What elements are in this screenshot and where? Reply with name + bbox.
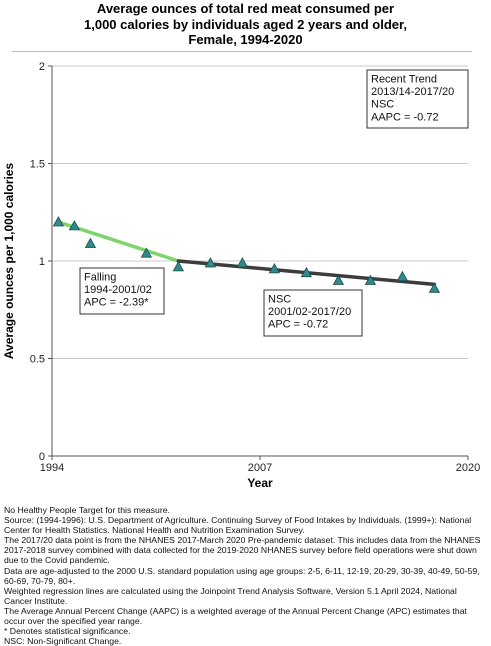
data-point-11 xyxy=(396,270,409,282)
annotation-text: 2013/14-2017/20 xyxy=(371,86,454,98)
data-point-5 xyxy=(204,257,217,268)
chart-title: Average ounces of total red meat consume… xyxy=(0,1,491,48)
annotation-text: 2001/02-2017/20 xyxy=(268,306,351,318)
title-divider xyxy=(12,51,472,52)
title-line-1: Average ounces of total red meat consume… xyxy=(96,1,395,16)
data-point-9 xyxy=(332,274,345,285)
annotation-text: NSC xyxy=(371,99,394,111)
note-2: The 2017/20 data point is from the NHANE… xyxy=(4,535,481,566)
annotation-text: 1994-2001/02 xyxy=(84,284,152,296)
data-point-2 xyxy=(84,237,97,248)
data-point-8 xyxy=(300,266,313,278)
note-1: Source: (1994-1996): U.S. Department of … xyxy=(4,515,472,536)
data-point-0 xyxy=(52,216,65,227)
x-axis-label: Year xyxy=(247,476,273,490)
footnotes: No Healthy People Target for this measur… xyxy=(4,505,487,646)
y-tick-label: 0.5 xyxy=(30,354,45,366)
note-4: Weighted regression lines are calculated… xyxy=(4,585,457,606)
annotation-frame xyxy=(366,69,469,129)
annotation-text: Falling xyxy=(84,272,116,284)
annotation-text: NSC xyxy=(268,294,291,306)
y-tick-label: 2 xyxy=(39,61,45,73)
note-5: The Average Annual Percent Change (AAPC)… xyxy=(4,605,467,627)
data-point-7 xyxy=(268,262,281,274)
x-tick-label: 2007 xyxy=(248,462,272,474)
title-line-3: Female, 1994-2020 xyxy=(188,32,303,47)
x-tick-label: 2020 xyxy=(456,462,480,474)
x-tick-label: 1994 xyxy=(40,462,64,474)
note-0: No Healthy People Target for this measur… xyxy=(4,505,170,515)
annotation-frame xyxy=(263,289,363,337)
y-tick-label: 0 xyxy=(39,451,45,463)
y-tick-label: 1 xyxy=(39,256,45,268)
annotation-text: APC = -0.72 xyxy=(268,319,328,331)
annotation-text: AAPC = -0.72 xyxy=(371,111,439,123)
y-tick-label: 1.5 xyxy=(30,159,45,171)
data-point-12 xyxy=(428,282,441,293)
data-point-4 xyxy=(172,261,185,272)
chart-area: 0 0.5 1 1.5 2 1994 2007 2020 Year Average ounces … xyxy=(2,61,480,490)
note-6: * Denotes statistical significance. xyxy=(4,626,131,637)
data-point-6 xyxy=(236,257,249,268)
annotation-frame xyxy=(79,267,165,315)
data-point-1 xyxy=(68,220,81,231)
data-point-10 xyxy=(364,274,377,285)
data-point-3 xyxy=(140,247,153,258)
note-7: NSC: Non-Significant Change. xyxy=(4,636,122,646)
y-axis-label: Average ounces per 1,000 calories xyxy=(2,163,16,360)
note-3: Data are age-adjusted to the 2000 U.S. s… xyxy=(4,565,480,586)
title-line-2: 1,000 calories by individuals aged 2 yea… xyxy=(84,16,407,32)
annotation-text: APC = -2.39* xyxy=(84,297,149,309)
annotation-text: Recent Trend xyxy=(371,74,437,86)
